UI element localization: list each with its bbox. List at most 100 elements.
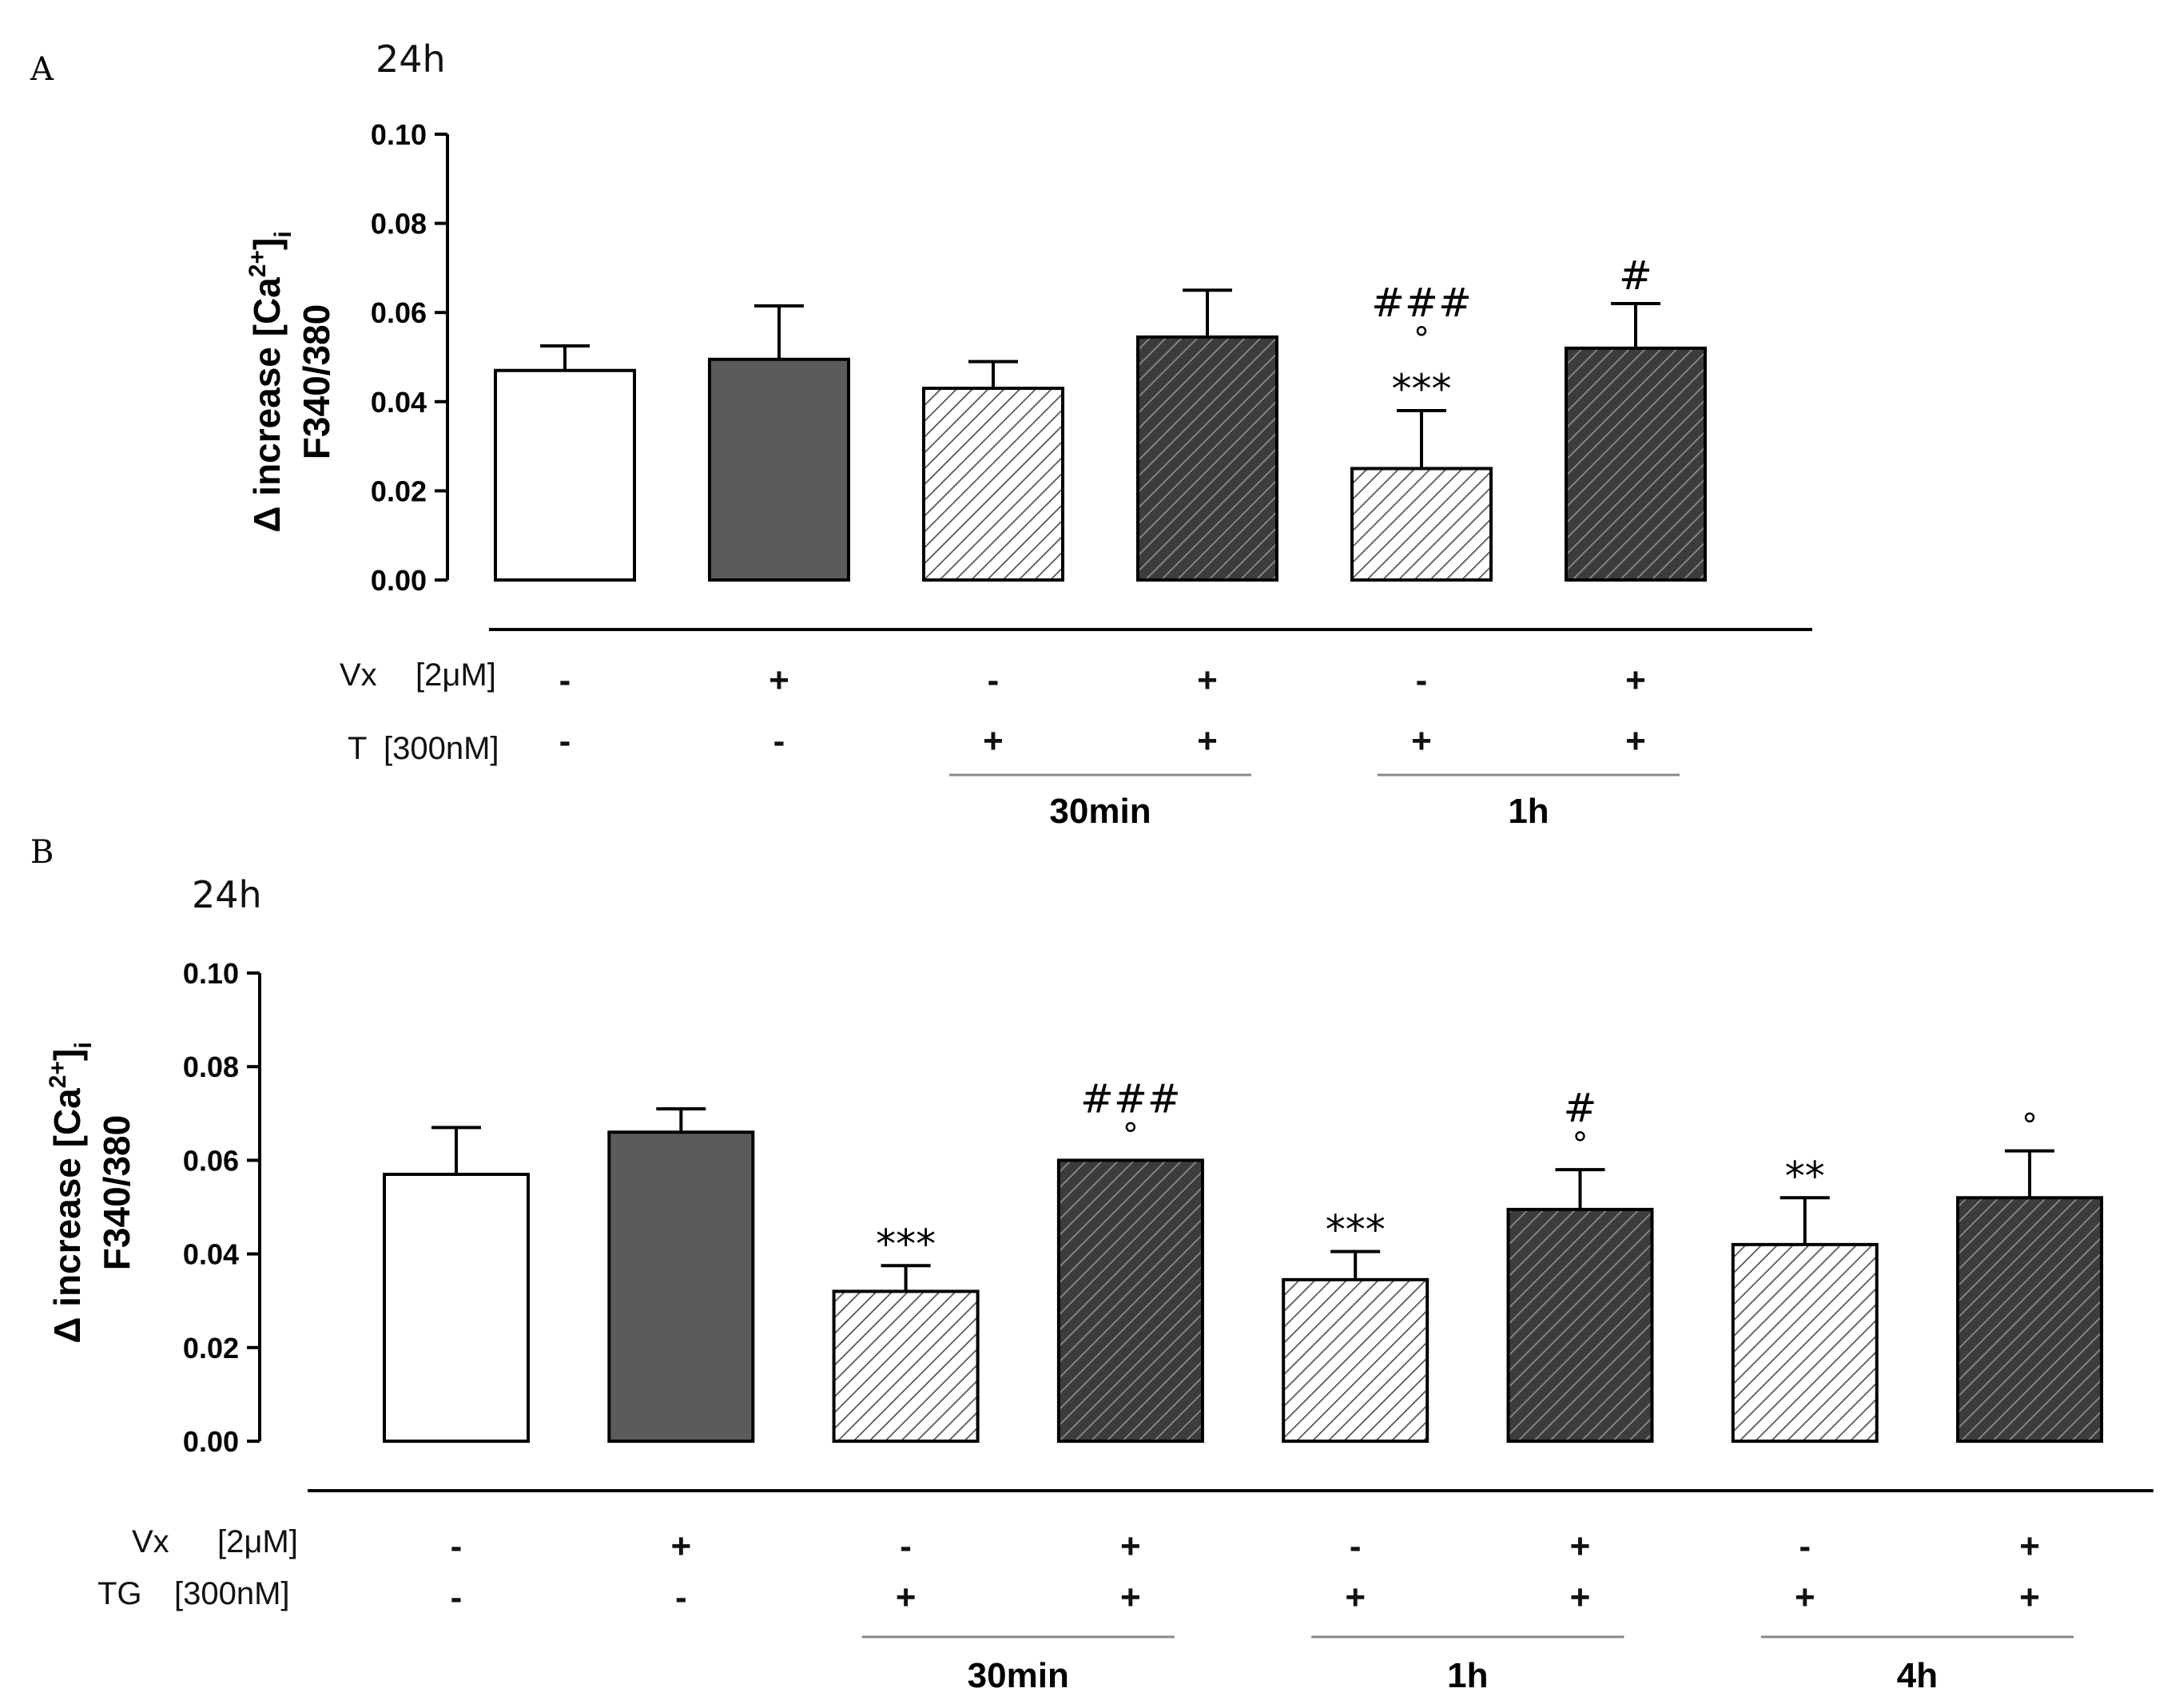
panel-b-t-sign: - (675, 1578, 687, 1617)
panel-a-y-tick-label: 0.08 (371, 208, 427, 240)
panel-a-letter: A (30, 51, 54, 88)
panel-a: A 24h Δ increase [Ca2+]i F340/380 0.000.… (30, 38, 1812, 831)
panel-b-bar (1956, 1196, 2104, 1444)
panel-a-bar (494, 368, 636, 582)
panel-b-time-group-label: 1h (1447, 1656, 1488, 1695)
panel-b-t-sign: - (451, 1578, 463, 1617)
panel-b-vx-sign: - (451, 1527, 463, 1566)
panel-b-vx-sign: + (2019, 1527, 2040, 1566)
panel-b-vx-sign: + (670, 1527, 691, 1566)
panel-a-y-axis-label: Δ increase [Ca2+]i (245, 231, 296, 532)
panel-b-bar (1056, 1158, 1204, 1444)
panel-b-vx-sign: + (1570, 1527, 1591, 1566)
panel-b-significance-mark: *** (876, 1221, 936, 1267)
panel-a-bar (1565, 346, 1707, 582)
panel-a-row-label-t: T (348, 731, 367, 766)
panel-a-bar (1136, 335, 1278, 582)
panel-b-significance-mark: *** (1326, 1207, 1386, 1253)
panel-a-significance-mark: # (1619, 252, 1652, 299)
panel-a-t-sign: - (773, 721, 785, 761)
panel-a-vx-sign: - (988, 661, 1000, 700)
panel-a-significance-mark: ### (1371, 280, 1472, 326)
panel-b-y-axis-label-line2: F340/380 (96, 1115, 137, 1270)
panel-a-t-sign: + (983, 721, 1004, 761)
panel-b-significance-mark: ### (1080, 1075, 1181, 1122)
panel-b-vx-sign: + (1120, 1527, 1141, 1566)
panel-b-row-conc-tg: [300nM] (174, 1576, 290, 1611)
panel-b-bar (1506, 1207, 1654, 1444)
panel-a-bars (494, 288, 1707, 582)
panel-a-vx-sign: - (1416, 661, 1428, 700)
panel-a-vx-sign: + (1197, 661, 1218, 700)
panel-a-row-label-vx: Vx (340, 657, 377, 693)
panel-b-title: 24h (192, 873, 262, 916)
panel-b-bar (383, 1172, 530, 1443)
panel-b-t-sign: + (1570, 1578, 1591, 1617)
panel-b-y-tick-label: 0.02 (183, 1332, 239, 1364)
panel-b-t-sign: + (1345, 1578, 1366, 1617)
panel-a-bar (922, 387, 1064, 582)
panel-b-t-sign: + (896, 1578, 917, 1617)
panel-b-row-label-tg: TG (97, 1576, 142, 1611)
panel-b-time-group-label: 4h (1897, 1656, 1938, 1695)
panel-a-time-groups: 30min 1h (949, 773, 1680, 831)
panel-a-y-axis-label-line2: F340/380 (296, 304, 337, 459)
panel-a-bar (708, 357, 850, 582)
panel-b-bar (607, 1130, 755, 1443)
panel-a-t-sign: + (1625, 721, 1646, 761)
panel-a-y-tick-label: 0.00 (371, 564, 427, 597)
panel-a-title: 24h (376, 38, 446, 81)
panel-a-significance-mark: *** (1392, 366, 1452, 412)
panel-b-vx-sign: - (1799, 1527, 1811, 1566)
panel-a-time-group-label: 30min (1049, 792, 1151, 831)
panel-a-row-conc-t: [300nM] (384, 731, 499, 766)
panel-a-bar (1350, 467, 1493, 582)
panel-b-y-tick-label: 0.06 (183, 1144, 239, 1177)
panel-b-condition-signs: - - + - - + + + - + + + - + + + (451, 1527, 2040, 1617)
panel-a-t-sign: + (1197, 721, 1218, 761)
panel-b-t-sign: + (2019, 1578, 2040, 1617)
panel-a-t-sign: + (1411, 721, 1432, 761)
panel-b-t-sign: + (1795, 1578, 1815, 1617)
panel-a-time-group-label: 1h (1508, 792, 1549, 831)
panel-b-y-tick-label: 0.00 (183, 1425, 239, 1458)
panel-a-vx-sign: + (769, 661, 789, 700)
panel-b-row-conc-vx: [2μM] (217, 1524, 298, 1559)
panel-b-t-sign: + (1120, 1578, 1141, 1617)
panel-a-vx-sign: - (559, 661, 571, 700)
panel-a-condition-signs: - - + - - + + + - + + + (559, 661, 1646, 761)
panel-b-bar (1731, 1242, 1879, 1443)
panel-b-bar (1282, 1277, 1429, 1443)
panel-a-t-sign: - (559, 721, 571, 761)
panel-a-significance-mark: ° (1414, 321, 1429, 358)
panel-b-significance-mark: ** (1785, 1153, 1825, 1199)
panel-a-row-conc-vx: [2μM] (416, 657, 496, 693)
panel-b-y-axis-label: Δ increase [Ca2+]i (45, 1042, 97, 1343)
panel-b-y-tick-label: 0.08 (183, 1051, 239, 1083)
panel-b-significance-mark: ° (1123, 1117, 1139, 1154)
panel-b-bars (383, 1106, 2104, 1444)
panel-b-significance-mark: # (1564, 1085, 1597, 1131)
panel-a-y-tick-label: 0.06 (371, 296, 427, 329)
panel-b-letter: B (30, 834, 54, 871)
panel-a-y-tick-label: 0.02 (371, 475, 427, 507)
panel-b-bar (832, 1289, 980, 1443)
panel-b-y-axis: 0.00 0.02 0.04 0.06 0.08 0.10 (183, 957, 261, 1458)
panel-a-vx-sign: + (1625, 661, 1646, 700)
panel-b-vx-sign: - (1350, 1527, 1362, 1566)
panel-a-annotations: ***°#### (1371, 252, 1652, 412)
panel-b-annotations: ***°###***°#**° (876, 1075, 2038, 1267)
panel-b-significance-mark: ° (1573, 1126, 1589, 1163)
panel-b-y-tick-label: 0.04 (183, 1238, 239, 1271)
panel-a-y-tick-label: 0.10 (371, 118, 427, 151)
panel-b-time-groups: 30min 1h 4h (861, 1635, 2074, 1695)
panel-b-significance-mark: ° (2022, 1108, 2038, 1145)
panel-b-vx-sign: - (900, 1527, 912, 1566)
panel-a-y-axis: 0.00 0.02 0.04 0.06 0.08 0.10 (371, 118, 449, 597)
panel-b: B 24h Δ increase [Ca2+]i F340/380 0.000.… (30, 834, 2153, 1695)
panel-b-row-label-vx: Vx (132, 1524, 169, 1559)
panel-a-y-tick-label: 0.04 (371, 386, 427, 419)
panel-b-y-tick-label: 0.10 (183, 957, 239, 990)
panel-b-time-group-label: 30min (968, 1656, 1069, 1695)
